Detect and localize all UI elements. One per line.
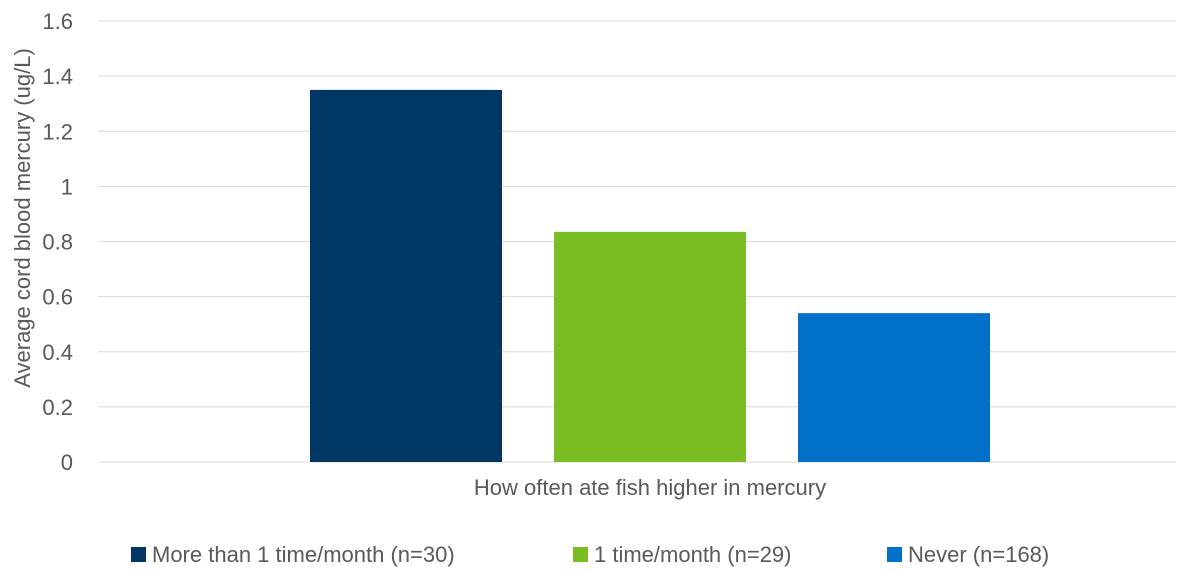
bar: [554, 231, 746, 462]
x-axis-title: How often ate fish higher in mercury: [474, 475, 826, 500]
y-axis-title: Average cord blood mercury (ug/L): [10, 48, 35, 388]
y-tick-label: 0.8: [42, 230, 73, 255]
legend-item: 1 time/month (n=29): [573, 542, 791, 567]
legend-label: Never (n=168): [908, 542, 1049, 567]
y-tick-label: 0.2: [42, 395, 73, 420]
legend-swatch: [887, 547, 902, 562]
y-tick-label: 1.2: [42, 119, 73, 144]
legend-swatch: [573, 547, 588, 562]
bar: [310, 89, 502, 462]
y-tick-label: 0: [61, 450, 73, 475]
y-axis-tick-labels: 0 0.2 0.4 0.6 0.8 1 1.2 1.4 1.6: [42, 9, 73, 475]
y-tick-label: 0.6: [42, 285, 73, 310]
y-tick-label: 1: [61, 174, 73, 199]
legend-label: 1 time/month (n=29): [594, 542, 791, 567]
bar: [798, 313, 990, 462]
legend: More than 1 time/month (n=30) 1 time/mont…: [131, 542, 1049, 567]
y-tick-label: 1.4: [42, 64, 73, 89]
bars: [310, 89, 990, 462]
y-tick-label: 1.6: [42, 9, 73, 34]
legend-label: More than 1 time/month (n=30): [152, 542, 455, 567]
legend-item: Never (n=168): [887, 542, 1049, 567]
y-tick-label: 0.4: [42, 340, 73, 365]
legend-item: More than 1 time/month (n=30): [131, 542, 455, 567]
legend-swatch: [131, 547, 146, 562]
